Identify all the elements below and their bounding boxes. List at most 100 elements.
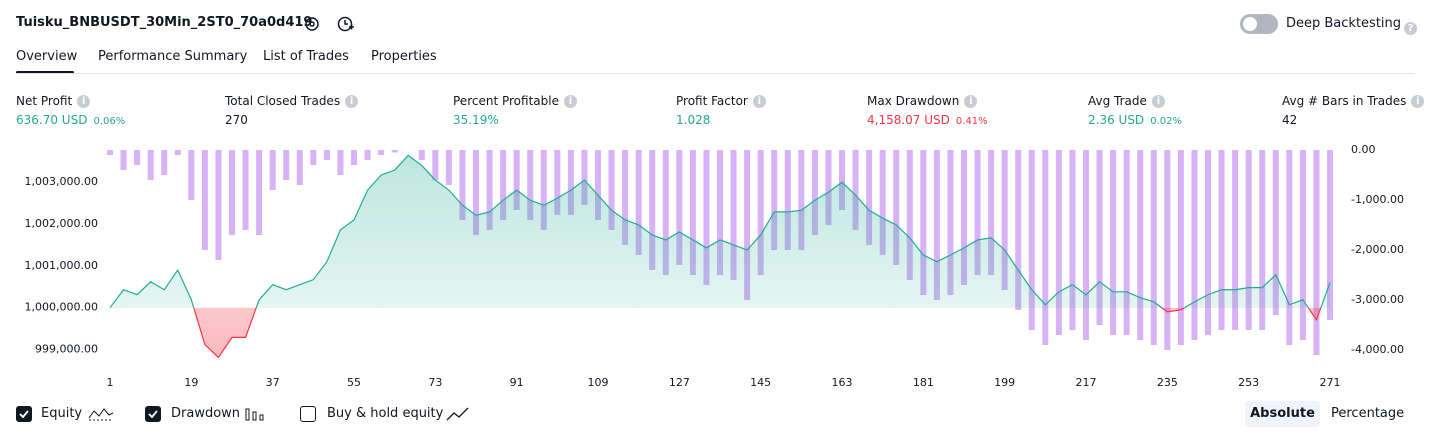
drawdown-bar [988, 150, 995, 275]
x-tick-label: 1 [107, 376, 114, 389]
drawdown-bar [703, 150, 710, 285]
x-tick-label: 91 [510, 376, 524, 389]
drawdown-bar [134, 150, 141, 165]
drawdown-bar [242, 150, 249, 230]
y2-tick-label: 0.00 [1351, 143, 1376, 156]
drawdown-bar [811, 150, 818, 235]
title-icons[interactable] [302, 14, 362, 34]
y2-tick-label: -3,000.00 [1351, 293, 1404, 306]
drawdown-bar [473, 150, 479, 235]
drawdown-bar [188, 150, 195, 200]
drawdown-bar [974, 150, 981, 275]
drawdown-bar [296, 150, 303, 185]
drawdown-bar [961, 150, 967, 285]
metric-label: Avg # Bars in Trades i [1282, 94, 1425, 108]
buy-hold-checkbox[interactable] [300, 406, 316, 422]
legend-drawdown: Drawdown [171, 406, 241, 421]
metric-label: Avg Trade i [1088, 94, 1165, 108]
drawdown-bar [500, 150, 507, 220]
help-icon[interactable]: ? [1404, 22, 1417, 35]
drawdown-bar [554, 150, 561, 215]
info-icon[interactable]: i [77, 95, 91, 108]
x-tick-label: 253 [1238, 376, 1259, 389]
metric-value: 270 [225, 113, 248, 127]
y-tick-label: 1,003,000.00 [25, 175, 98, 188]
drawdown-bar [839, 150, 845, 210]
drawdown-bar [866, 150, 873, 245]
drawdown-bar [1123, 150, 1130, 335]
drawdown-bar [256, 150, 263, 235]
drawdown-bar [933, 150, 940, 300]
metric-label: Total Closed Trades i [225, 94, 359, 108]
tab[interactable]: Properties [371, 49, 437, 64]
info-icon[interactable]: i [563, 95, 577, 108]
equity-checkbox[interactable] [16, 406, 32, 422]
drawdown-checkbox[interactable] [145, 406, 161, 422]
info-icon[interactable]: i [1411, 95, 1425, 108]
metric-label: Net Profit i [16, 94, 91, 108]
drawdown-bar [229, 150, 235, 235]
metric-percent: 0.41% [955, 116, 988, 127]
drawdown-bar [622, 150, 629, 245]
mode-button[interactable]: Absolute [1245, 401, 1320, 427]
toggle[interactable] [1240, 14, 1278, 34]
drawdown-bar [852, 150, 859, 230]
drawdown-bar [364, 150, 371, 160]
drawdown-bar [459, 150, 466, 220]
drawdown-bar [418, 150, 425, 160]
metric-value-text: 2.36 USD [1088, 113, 1145, 127]
drawdown-bar [825, 150, 832, 225]
tab[interactable]: Performance Summary [98, 49, 248, 64]
drawdown-bar [1177, 150, 1184, 345]
x-tick-label: 73 [428, 376, 442, 389]
x-tick-label: 271 [1320, 376, 1341, 389]
drawdown-bar [1110, 150, 1117, 335]
info-icon[interactable]: i [1151, 95, 1165, 108]
drawdown-bar [1232, 150, 1239, 330]
drawdown-bar [798, 150, 805, 250]
drawdown-bar [215, 150, 222, 260]
metric-value: 42 [1282, 113, 1297, 127]
drawdown-icon [245, 408, 264, 421]
drawdown-bar [1245, 150, 1252, 330]
x-tick-label: 19 [184, 376, 198, 389]
metric-value-text: 35.19% [453, 113, 499, 127]
drawdown-bar [1218, 150, 1225, 330]
info-icon[interactable]: i [345, 95, 359, 108]
drawdown-bar [486, 150, 493, 230]
strategy-title: Tuisku_BNBUSDT_30Min_2ST0_70a0d419 [16, 15, 313, 30]
x-tick-label: 37 [266, 376, 280, 389]
drawdown-bar [1028, 150, 1035, 330]
metric-value-text: 1.028 [676, 113, 711, 127]
metric-label: Max Drawdown i [867, 94, 978, 108]
legend-equity: Equity [41, 406, 83, 421]
metric-value-text: 270 [225, 113, 248, 127]
info-icon[interactable]: i [752, 95, 766, 108]
drawdown-bar [567, 150, 574, 215]
drawdown-bar [662, 150, 669, 275]
info-icon[interactable]: i [964, 95, 978, 108]
tab[interactable]: Overview [16, 49, 78, 64]
mode-button[interactable]: Percentage [1331, 406, 1405, 421]
y2-tick-label: -2,000.00 [1351, 243, 1404, 256]
drawdown-bar [635, 150, 642, 255]
y-tick-label: 1,001,000.00 [25, 259, 98, 272]
drawdown-bar [310, 150, 317, 165]
drawdown-bar [1272, 150, 1279, 315]
y-tick-label: 1,002,000.00 [25, 217, 98, 230]
drawdown-bar [201, 150, 208, 250]
drawdown-bar [920, 150, 927, 295]
drawdown-bar [337, 150, 344, 175]
drawdown-bar [107, 150, 113, 155]
metric-percent: 0.02% [1150, 116, 1182, 127]
drawdown-bar [784, 150, 791, 250]
drawdown-bar [351, 150, 357, 165]
chart: 999,000.00 1,000,000.00 1,001,000.00 1,002,… [25, 143, 1404, 389]
drawdown-bar [649, 150, 656, 270]
drawdown-bar [771, 150, 778, 250]
drawdown-bar [1327, 150, 1333, 320]
metric-value: 2.36 USD 0.02% [1088, 113, 1182, 127]
tab[interactable]: List of Trades [263, 49, 349, 64]
drawdown-bar [947, 150, 954, 295]
